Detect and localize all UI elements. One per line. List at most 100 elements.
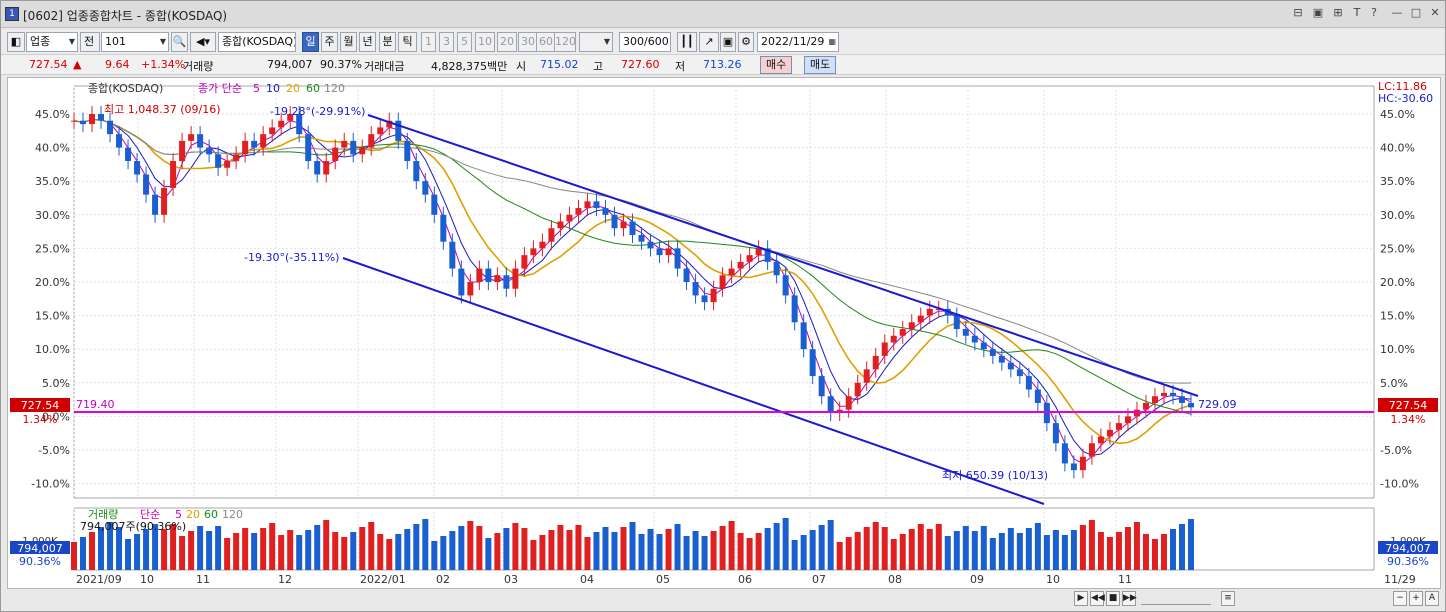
- settings-gear-icon[interactable]: ⚙: [738, 32, 754, 52]
- candle-body: [656, 248, 663, 256]
- candle-body: [638, 234, 645, 242]
- restore-icon[interactable]: ⊟: [1293, 6, 1303, 19]
- volume-bar: [656, 534, 663, 570]
- zoom-minus-icon[interactable]: −: [1393, 591, 1407, 606]
- count-field[interactable]: 300/600: [619, 32, 671, 52]
- volume-ma-120: 120: [222, 508, 243, 521]
- save-screen-icon[interactable]: ▣: [1312, 6, 1324, 19]
- interval-10[interactable]: 10: [475, 32, 495, 52]
- lc-label: LC:11.86: [1378, 80, 1427, 93]
- candle-body: [602, 208, 609, 215]
- volume-bar: [521, 528, 528, 570]
- play-next-icon[interactable]: ▶▶: [1122, 591, 1137, 606]
- candle-body: [1097, 436, 1104, 444]
- interval-120[interactable]: 120: [554, 32, 576, 52]
- interval-custom-select[interactable]: ▼: [579, 32, 613, 52]
- text-icon[interactable]: T: [1353, 6, 1361, 19]
- volume-bar: [530, 540, 537, 570]
- layout-icon[interactable]: ◧: [7, 32, 25, 52]
- volume-pct-left: 90.36%: [19, 555, 61, 568]
- chart-area[interactable]: 45.0% 40.0% 35.0% 30.0% 25.0% 20.0% 15.0% 10.0%…: [7, 77, 1441, 589]
- period-year-tab[interactable]: 년: [359, 32, 376, 52]
- view-icon[interactable]: ≡: [1221, 591, 1235, 606]
- candle-body: [1088, 443, 1095, 457]
- candle-body: [611, 214, 618, 229]
- sell-button[interactable]: 매도: [804, 56, 837, 74]
- help-icon[interactable]: ?: [1371, 6, 1377, 19]
- interval-20[interactable]: 20: [497, 32, 517, 52]
- volume-bar: [449, 531, 456, 570]
- volume-bar: [98, 527, 105, 570]
- price-chart[interactable]: 45.0% 40.0% 35.0% 30.0% 25.0% 20.0% 15.0% 10.0%…: [8, 78, 1440, 588]
- scroll-slider[interactable]: [1141, 593, 1211, 605]
- volume-bar: [143, 529, 150, 570]
- interval-60[interactable]: 60: [536, 32, 556, 52]
- interval-30[interactable]: 30: [518, 32, 538, 52]
- zoom-plus-icon[interactable]: +: [1409, 591, 1423, 606]
- buy-button[interactable]: 매수: [760, 56, 793, 74]
- volume-bar: [1043, 535, 1050, 570]
- candle-body: [737, 261, 744, 269]
- candle-body: [422, 181, 429, 195]
- interval-5[interactable]: 5: [457, 32, 472, 52]
- indicator-icon[interactable]: ↗: [699, 32, 719, 52]
- volume-bar: [818, 525, 825, 570]
- calendar-icon[interactable]: ▦: [828, 37, 836, 46]
- volume-bar: [845, 537, 852, 570]
- interval-1[interactable]: 1: [421, 32, 436, 52]
- code-value: 101: [105, 35, 126, 48]
- play-prev-icon[interactable]: ▶: [1074, 591, 1088, 606]
- candle-type-icon[interactable]: ┃┃: [677, 32, 697, 52]
- right-y-tick-label: 20.0%: [1380, 276, 1415, 289]
- sector-type-select[interactable]: 업종 ▼: [26, 32, 78, 52]
- candle-body: [962, 329, 969, 336]
- save-icon[interactable]: ▣: [720, 32, 736, 52]
- volume-bar: [638, 534, 645, 570]
- sound-icon[interactable]: ◀▾: [190, 32, 216, 52]
- volume-bar: [314, 525, 321, 570]
- date-field[interactable]: 2022/11/29 ▦: [757, 32, 839, 52]
- period-week-tab[interactable]: 주: [321, 32, 338, 52]
- volume-bar: [701, 536, 708, 570]
- play-back-icon[interactable]: ◀◀: [1090, 591, 1105, 606]
- volume-bar: [404, 529, 411, 570]
- all-button[interactable]: 전: [80, 32, 100, 52]
- interval-3[interactable]: 3: [439, 32, 454, 52]
- volume-bar: [1034, 523, 1041, 570]
- candle-body: [548, 228, 555, 242]
- index-name-field[interactable]: 종합(KOSDAQ): [218, 32, 296, 52]
- level-annotation: 729.09: [1198, 398, 1237, 411]
- minimize-icon[interactable]: —: [1391, 6, 1403, 19]
- period-tick-tab[interactable]: 틱: [398, 32, 417, 52]
- close-icon[interactable]: ✕: [1430, 6, 1440, 19]
- candle-body: [764, 248, 771, 262]
- period-minute-tab[interactable]: 분: [379, 32, 396, 52]
- volume-bar: [584, 537, 591, 570]
- candle-body: [1070, 463, 1077, 471]
- volume-bar: [170, 524, 177, 570]
- font-icon[interactable]: A: [1425, 591, 1439, 606]
- right-y-tick-label: 40.0%: [1380, 142, 1415, 155]
- search-icon[interactable]: 🔍: [171, 32, 188, 52]
- y-tick-label: 0.0%: [42, 410, 70, 423]
- candle-body: [323, 161, 330, 175]
- volume-bar: [827, 520, 834, 570]
- period-month-tab[interactable]: 월: [340, 32, 357, 52]
- candle-body: [512, 268, 519, 289]
- volume-bar: [953, 531, 960, 570]
- y-tick-label: 45.0%: [35, 108, 70, 121]
- link-icon[interactable]: ⊞: [1333, 6, 1343, 19]
- candle-body: [485, 268, 492, 282]
- maximize-icon[interactable]: □: [1410, 6, 1422, 19]
- candle-body: [1142, 402, 1149, 410]
- candle-body: [521, 255, 528, 269]
- volume-bar: [377, 534, 384, 570]
- code-select[interactable]: 101 ▼: [101, 32, 169, 52]
- stop-icon[interactable]: ■: [1106, 591, 1120, 606]
- candle-body: [791, 295, 798, 323]
- price-change: 9.64: [105, 58, 130, 71]
- period-day-tab[interactable]: 일: [302, 32, 319, 52]
- volume-bar: [107, 522, 114, 570]
- status-bar: ▶ ◀◀ ■ ▶▶ ≡ − + A: [1, 589, 1445, 611]
- volume-bar: [1178, 524, 1185, 570]
